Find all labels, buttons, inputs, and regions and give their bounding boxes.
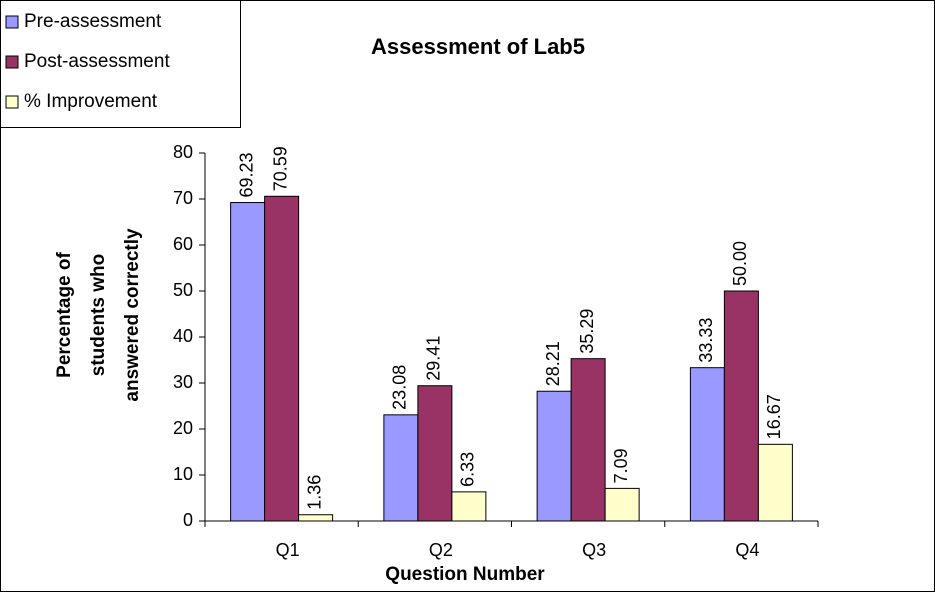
bar (264, 195, 300, 522)
x-tick-label: Q4 (735, 540, 759, 560)
bar (757, 443, 793, 522)
chart-title: Assessment of Lab5 (371, 34, 585, 59)
x-axis-label: Question Number (385, 564, 545, 585)
y-tick-label: 60 (173, 234, 193, 254)
bar (604, 487, 640, 522)
bar (230, 202, 266, 522)
value-label: 6.33 (458, 452, 478, 487)
legend-swatch (5, 55, 19, 69)
x-tick-label: Q1 (276, 540, 300, 560)
legend-label: % Improvement (24, 91, 158, 112)
bar (723, 290, 759, 522)
value-label: 50.00 (730, 241, 750, 286)
y-tick-label: 10 (173, 464, 193, 484)
value-label: 7.09 (611, 448, 631, 483)
value-label: 1.36 (304, 475, 324, 510)
bar (298, 514, 334, 522)
value-label: 23.08 (390, 365, 410, 410)
legend-box (0, 0, 241, 128)
legend-swatch (5, 95, 19, 109)
y-tick-label: 70 (173, 188, 193, 208)
bar (536, 390, 572, 522)
value-label: 35.29 (577, 309, 597, 354)
bar (383, 414, 419, 522)
value-label: 28.21 (543, 341, 563, 386)
y-tick-label: 20 (173, 418, 193, 438)
y-tick-label: 40 (173, 326, 193, 346)
value-label: 69.23 (236, 152, 256, 197)
bar (417, 385, 453, 522)
value-label: 29.41 (424, 336, 444, 381)
y-tick-label: 0 (183, 510, 193, 530)
bar (451, 491, 487, 522)
value-label: 33.33 (696, 318, 716, 363)
y-tick-label: 30 (173, 372, 193, 392)
value-label: 70.59 (270, 146, 290, 191)
y-axis-label: students who (88, 254, 109, 376)
x-tick-label: Q3 (582, 540, 606, 560)
x-tick-label: Q2 (429, 540, 453, 560)
value-label: 16.67 (764, 394, 784, 439)
legend-label: Pre-assessment (24, 11, 162, 32)
y-tick-label: 50 (173, 280, 193, 300)
y-axis-label: Percentage of (54, 252, 75, 378)
y-tick-label: 80 (173, 142, 193, 162)
legend-swatch (5, 15, 19, 29)
legend-label: Post-assessment (24, 51, 170, 72)
bar (570, 358, 606, 522)
y-axis-label: answered correctly (122, 228, 143, 402)
bar (689, 367, 725, 522)
